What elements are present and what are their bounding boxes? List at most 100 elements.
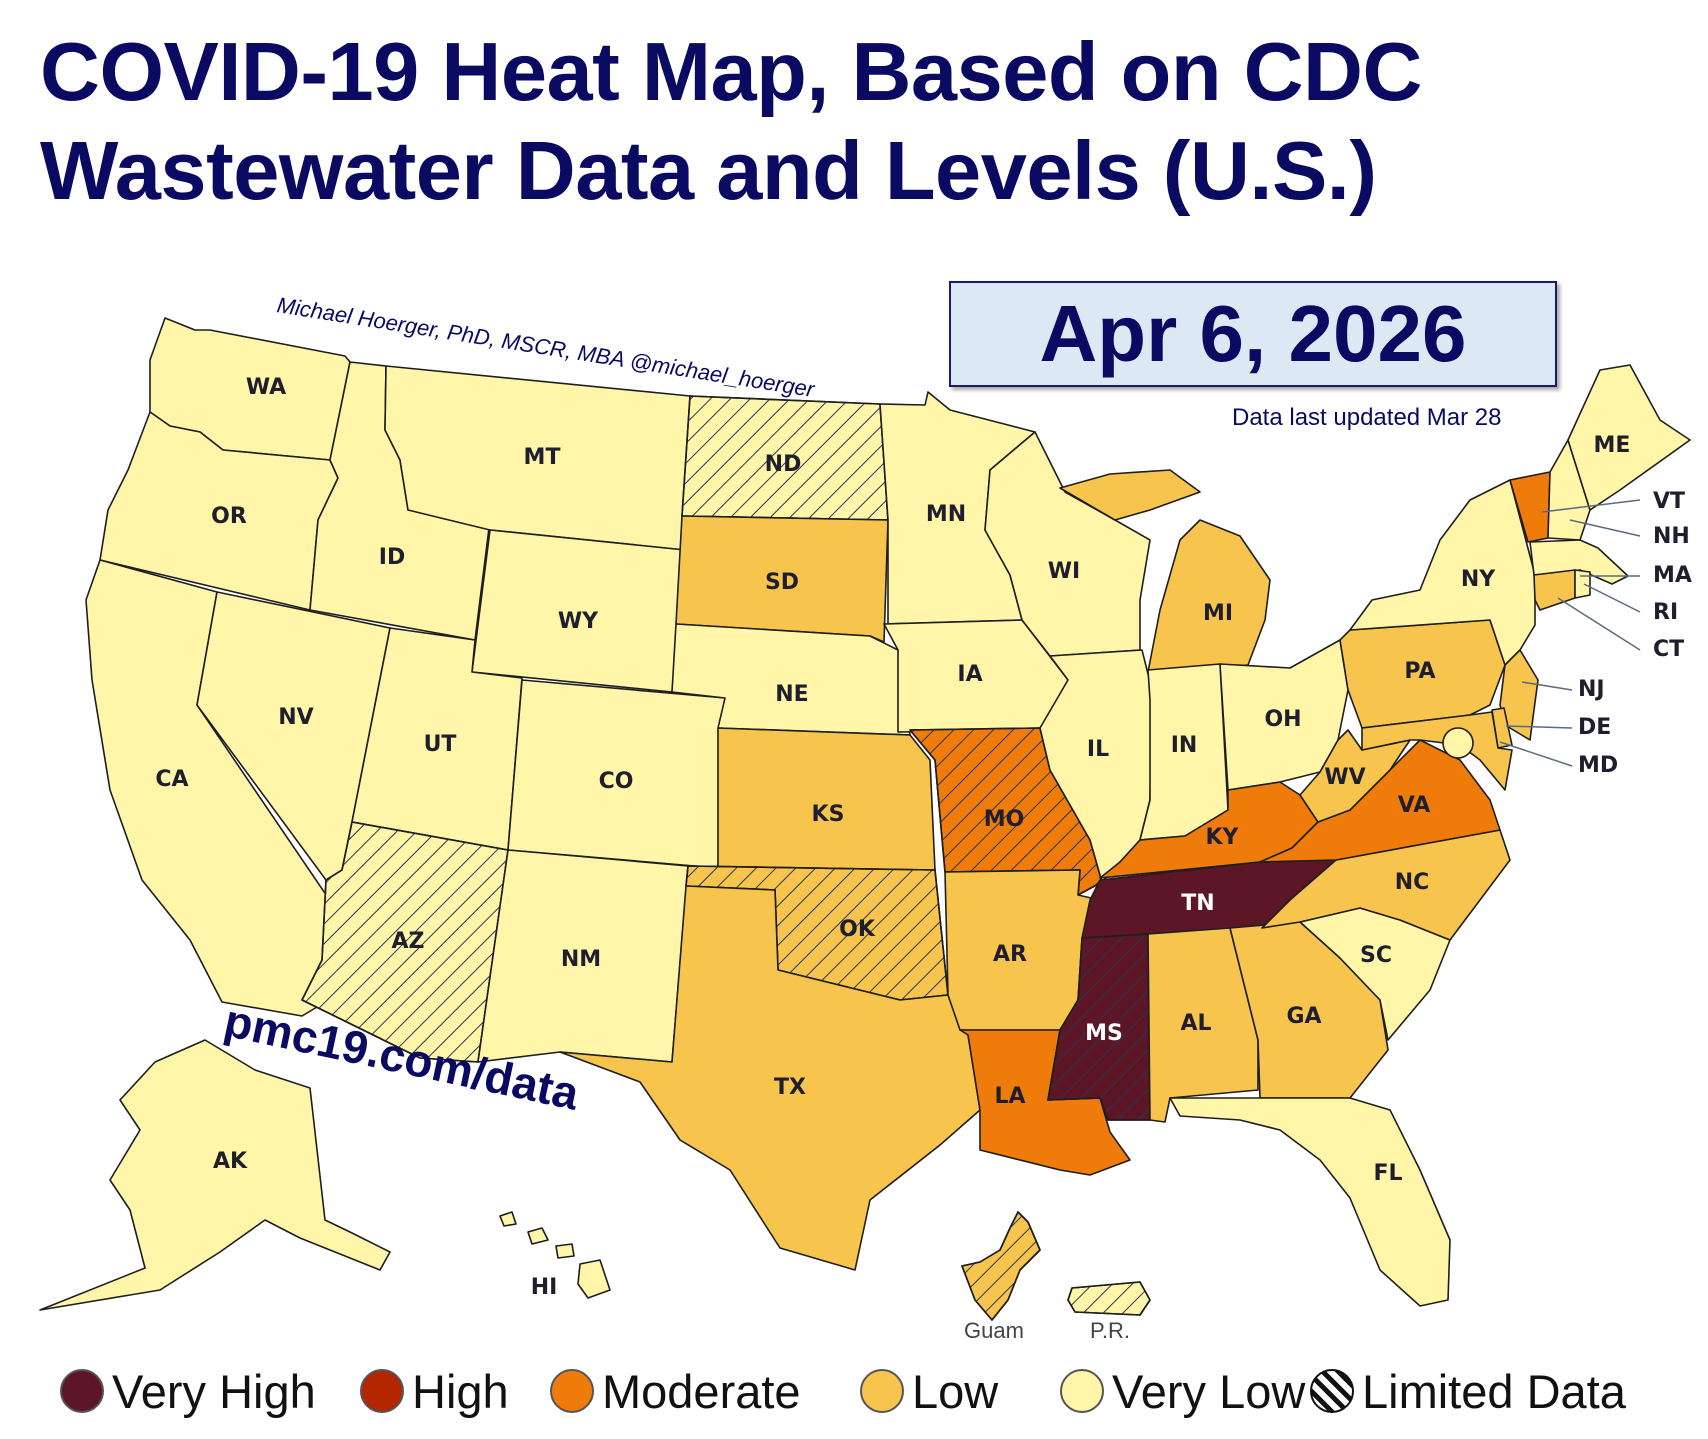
state-MO: MO bbox=[909, 727, 1103, 896]
state-IN: IN bbox=[1139, 663, 1229, 841]
state-label-MO: MO bbox=[984, 807, 1025, 832]
state-label-OK: OK bbox=[839, 917, 876, 942]
state-PA: PA bbox=[1339, 619, 1506, 729]
legend-swatch bbox=[60, 1369, 104, 1413]
callout-lines bbox=[1499, 499, 1641, 767]
state-label-MS: MS bbox=[1085, 1021, 1123, 1046]
state-MI: MI bbox=[1059, 469, 1271, 673]
callout-DE: DE bbox=[1578, 715, 1611, 740]
state-FL: FL bbox=[1169, 1097, 1451, 1307]
title-line-1: COVID-19 Heat Map, Based on CDC bbox=[40, 25, 1422, 118]
territory-label-pr: P.R. bbox=[1090, 1318, 1130, 1343]
state-label-UT: UT bbox=[424, 732, 457, 757]
state-label-HI: HI bbox=[531, 1275, 558, 1300]
state-AZ: AZ bbox=[301, 821, 509, 1063]
state-NY: NY bbox=[1349, 479, 1536, 666]
state-HI: HI bbox=[499, 1211, 611, 1300]
territory-guam: Guam bbox=[961, 1211, 1041, 1343]
legend-swatch bbox=[860, 1369, 904, 1413]
title-line-2: Wastewater Data and Levels (U.S.) bbox=[40, 124, 1377, 217]
legend-swatch bbox=[1310, 1369, 1354, 1413]
legend: Very High High Moderate Low Very Low Limited … bbox=[60, 1356, 1700, 1426]
state-label-CO: CO bbox=[599, 769, 634, 794]
state-label-KY: KY bbox=[1206, 825, 1240, 850]
state-label-MI: MI bbox=[1203, 601, 1233, 626]
state-KS: KS bbox=[717, 727, 936, 871]
state-AL: AL bbox=[1147, 927, 1259, 1123]
state-label-IN: IN bbox=[1171, 733, 1198, 758]
state-label-VA: VA bbox=[1398, 793, 1431, 818]
state-WY: WY bbox=[471, 529, 686, 693]
state-label-WV: WV bbox=[1324, 765, 1365, 790]
legend-label: Very High bbox=[112, 1364, 316, 1418]
legend-item-high: High bbox=[360, 1356, 509, 1426]
state-TX: TX bbox=[559, 885, 981, 1271]
state-LA: LA bbox=[959, 1029, 1131, 1176]
callout-CT: CT bbox=[1653, 637, 1684, 662]
state-label-WA: WA bbox=[246, 375, 286, 400]
state-label-NV: NV bbox=[278, 705, 313, 730]
legend-swatch bbox=[1060, 1369, 1104, 1413]
callout-MD: MD bbox=[1578, 753, 1618, 778]
state-label-AZ: AZ bbox=[392, 929, 425, 954]
state-AR: AR bbox=[944, 869, 1101, 1031]
date-label: Apr 6, 2026 bbox=[1039, 289, 1467, 378]
state-AK: AK bbox=[39, 1039, 391, 1311]
territory-pr: P.R. bbox=[1067, 1281, 1151, 1343]
state-OR: OR bbox=[99, 411, 339, 611]
map-title: COVID-19 Heat Map, Based on CDC Wastewat… bbox=[40, 22, 1640, 220]
state-label-OH: OH bbox=[1264, 707, 1301, 732]
state-ME: ME bbox=[1567, 364, 1691, 511]
state-CO: CO bbox=[507, 679, 726, 869]
limited-data-hatch bbox=[1067, 1281, 1151, 1316]
state-label-IL: IL bbox=[1087, 737, 1109, 762]
state-label-WI: WI bbox=[1048, 559, 1080, 584]
callout-RI: RI bbox=[1653, 600, 1678, 625]
state-label-ND: ND bbox=[765, 452, 802, 477]
limited-data-hatch bbox=[961, 1211, 1041, 1321]
callout-NJ: NJ bbox=[1578, 677, 1605, 702]
legend-swatch bbox=[360, 1369, 404, 1413]
state-label-KS: KS bbox=[812, 802, 845, 827]
state-label-TN: TN bbox=[1181, 891, 1214, 916]
state-label-NM: NM bbox=[561, 947, 601, 972]
legend-item-very-high: Very High bbox=[60, 1356, 316, 1426]
legend-label: Very Low bbox=[1112, 1364, 1306, 1418]
state-MD bbox=[1361, 711, 1513, 791]
state-label-NY: NY bbox=[1461, 567, 1496, 592]
state-GA: GA bbox=[1229, 921, 1389, 1099]
legend-item-moderate: Moderate bbox=[550, 1356, 801, 1426]
state-label-ID: ID bbox=[379, 545, 405, 570]
legend-swatch bbox=[550, 1369, 594, 1413]
state-label-CA: CA bbox=[155, 767, 188, 792]
state-DC bbox=[1442, 727, 1474, 759]
callout-MA: MA bbox=[1653, 563, 1692, 588]
state-label-AK: AK bbox=[213, 1149, 248, 1174]
state-WI: WI bbox=[984, 431, 1151, 657]
state-label-NE: NE bbox=[775, 682, 808, 707]
legend-item-limited: Limited Data bbox=[1310, 1356, 1626, 1426]
last-updated-note: Data last updated Mar 28 bbox=[1232, 404, 1502, 431]
legend-item-low: Low bbox=[860, 1356, 998, 1426]
state-NJ bbox=[1499, 649, 1539, 741]
state-label-ME: ME bbox=[1594, 433, 1631, 458]
date-box: Apr 6, 2026 bbox=[949, 281, 1557, 387]
state-label-TX: TX bbox=[774, 1075, 806, 1100]
state-SC: SC bbox=[1299, 907, 1451, 1041]
state-SD: SD bbox=[675, 515, 889, 643]
legend-item-very-low: Very Low bbox=[1060, 1356, 1305, 1426]
state-NC: NC bbox=[1261, 829, 1511, 941]
state-NM: NM bbox=[477, 849, 689, 1063]
legend-label: Limited Data bbox=[1362, 1364, 1626, 1418]
state-label-LA: LA bbox=[994, 1084, 1025, 1109]
state-label-AR: AR bbox=[993, 942, 1027, 967]
state-CT bbox=[1533, 569, 1576, 611]
state-label-IA: IA bbox=[957, 662, 982, 687]
state-label-WY: WY bbox=[558, 609, 599, 634]
state-label-SC: SC bbox=[1360, 943, 1392, 968]
state-UT: UT bbox=[351, 627, 523, 851]
state-label-AL: AL bbox=[1180, 1011, 1211, 1036]
state-label-MN: MN bbox=[926, 502, 966, 527]
callout-VT: VT bbox=[1653, 489, 1685, 514]
